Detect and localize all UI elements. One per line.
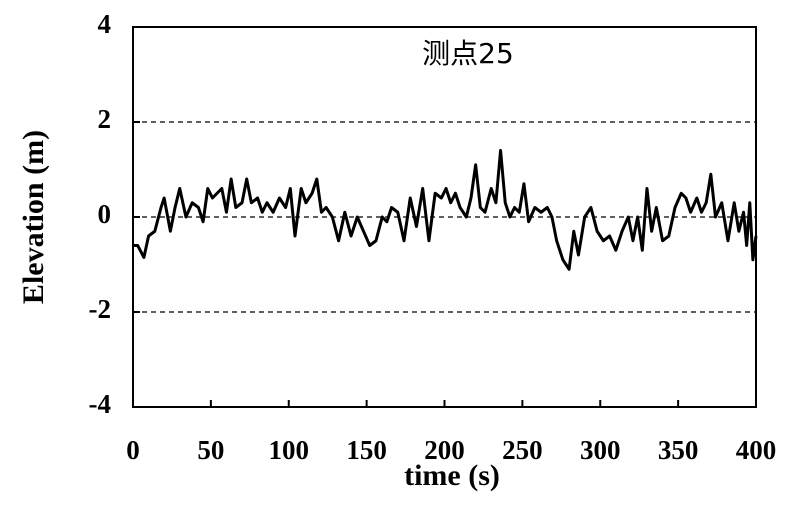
x-tick-label: 100 xyxy=(269,435,310,465)
y-tick-label: 4 xyxy=(98,9,112,39)
y-tick-label: 0 xyxy=(98,199,112,229)
y-tick-label: -2 xyxy=(89,294,112,324)
x-tick-label: 200 xyxy=(424,435,465,465)
x-tick-label: 300 xyxy=(580,435,621,465)
x-axis-label: time (s) xyxy=(404,459,500,492)
x-tick-label: 50 xyxy=(197,435,224,465)
x-tick-label: 250 xyxy=(502,435,543,465)
y-tick-label: -4 xyxy=(89,389,112,419)
x-tick-label: 400 xyxy=(736,435,777,465)
chart-title: 测点25 xyxy=(422,37,514,70)
data-line xyxy=(133,149,758,271)
x-tick-label: 150 xyxy=(346,435,387,465)
x-tick-label: 350 xyxy=(658,435,699,465)
y-axis-label: Elevation (m) xyxy=(17,130,50,304)
y-tick-label: 2 xyxy=(98,104,112,134)
x-tick-label: 0 xyxy=(126,435,140,465)
